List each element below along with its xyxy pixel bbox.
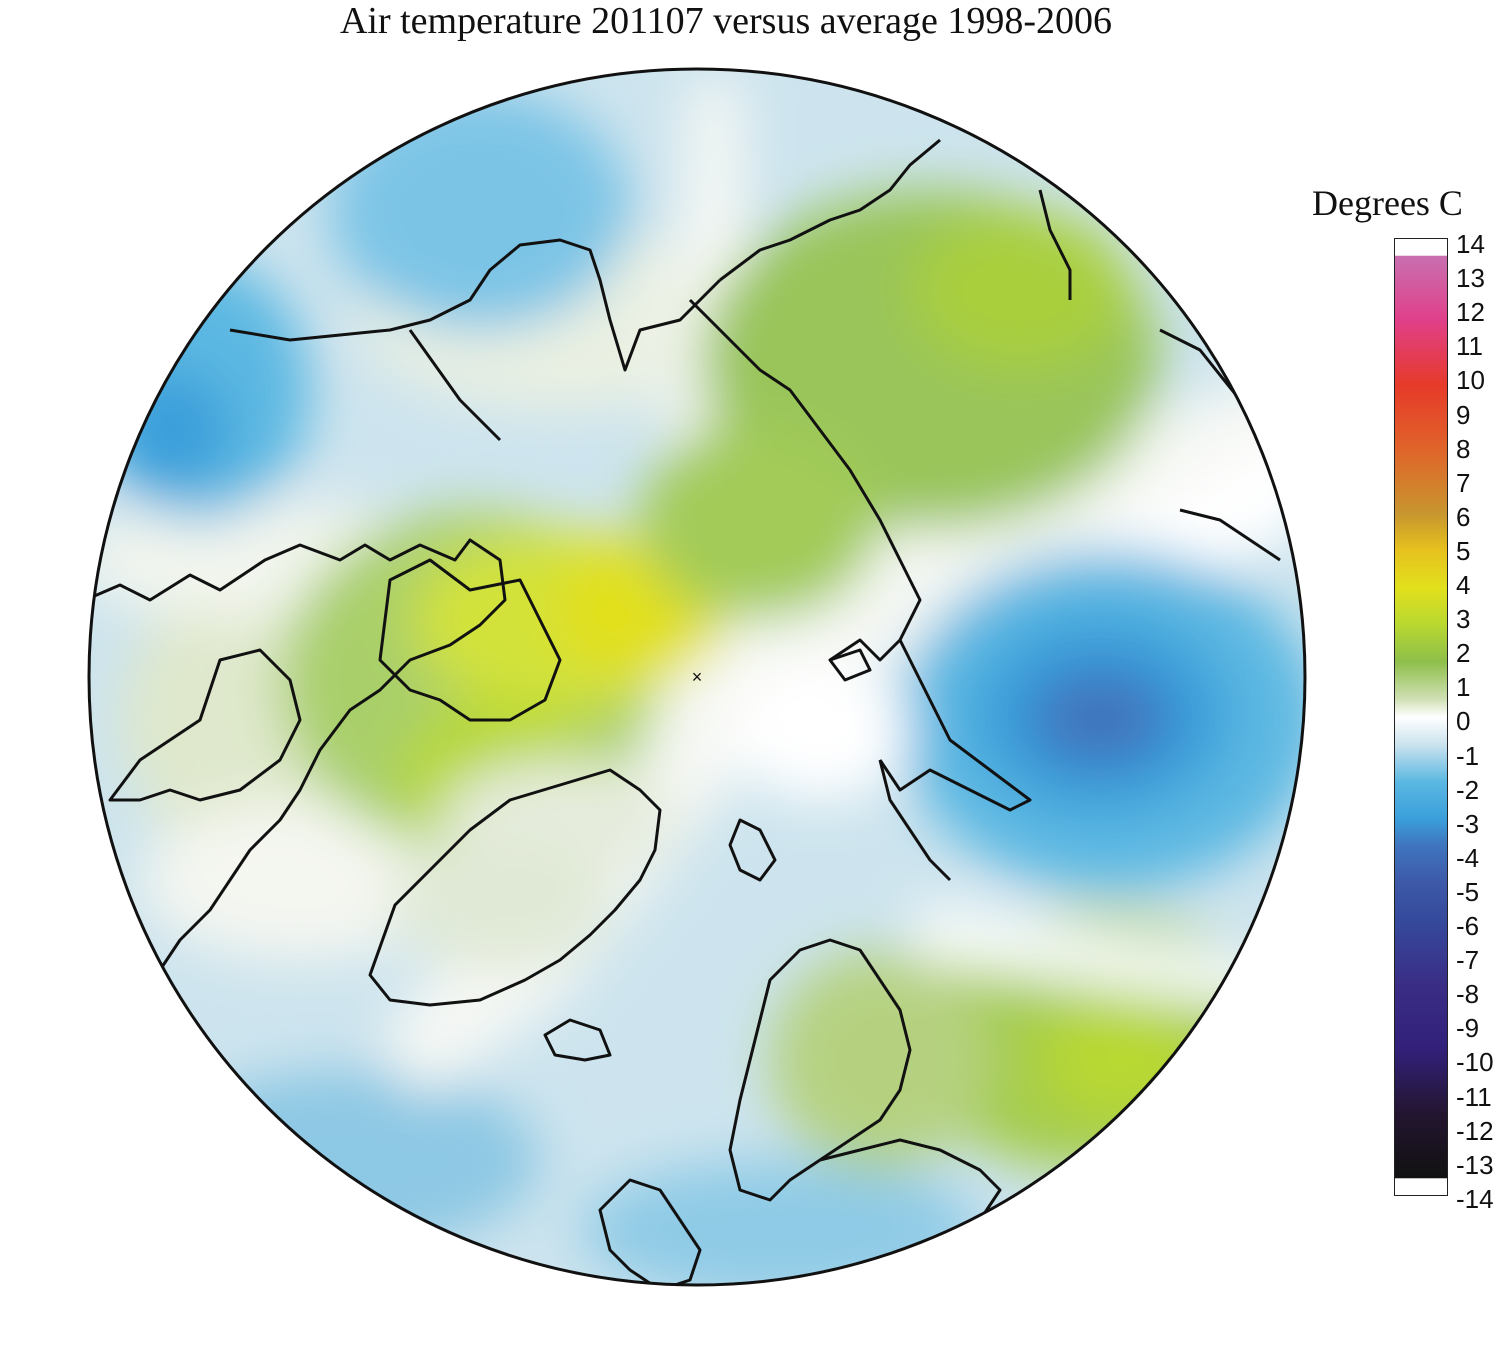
legend-tick-label: -3 bbox=[1456, 808, 1480, 839]
legend-tick-label: -14 bbox=[1456, 1183, 1494, 1214]
legend-tick-label: -4 bbox=[1456, 842, 1480, 873]
coastline-scandinavia bbox=[728, 938, 912, 1202]
coastline-greenland bbox=[368, 768, 662, 1007]
north-pole-marker: × bbox=[692, 667, 703, 687]
legend-tick-label: -2 bbox=[1456, 774, 1480, 805]
legend-tick-label: 11 bbox=[1456, 331, 1483, 362]
coastline-svalbard bbox=[728, 818, 777, 882]
coastline-novaya-zemlya bbox=[878, 759, 952, 882]
legend-colorbar bbox=[1394, 238, 1448, 1196]
coastline-kamchatka bbox=[1038, 189, 1072, 300]
legend-tick-label: 9 bbox=[1456, 399, 1471, 430]
coastline-britain bbox=[598, 1178, 702, 1285]
anomaly-field bbox=[89, 69, 1305, 1285]
legend-tick-label: 7 bbox=[1456, 467, 1471, 498]
coastline-chukotka bbox=[719, 138, 941, 282]
chart-title: Air temperature 201107 versus average 19… bbox=[339, 0, 1113, 42]
legend-tick-label: 1 bbox=[1456, 672, 1471, 703]
legend-tick-label: 12 bbox=[1456, 297, 1485, 328]
legend-tick-label: -9 bbox=[1456, 1013, 1480, 1044]
legend-tick-label: 5 bbox=[1456, 535, 1471, 566]
coastline-iceland bbox=[543, 1018, 612, 1062]
legend-tick-label: -13 bbox=[1456, 1149, 1494, 1180]
legend-tick-label: -5 bbox=[1456, 876, 1480, 907]
legend-tick-label: 0 bbox=[1456, 706, 1471, 737]
legend-tick-label: 2 bbox=[1456, 638, 1471, 669]
legend-tick-label: -6 bbox=[1456, 911, 1480, 941]
legend-tick-label: -8 bbox=[1456, 979, 1480, 1010]
legend-tick-label: 6 bbox=[1456, 501, 1471, 532]
coastline-canada bbox=[89, 538, 507, 1001]
coastline-okhotsk bbox=[1179, 508, 1281, 562]
legend-tick-label: 13 bbox=[1456, 263, 1485, 294]
coastline-hudson-bay bbox=[108, 648, 302, 802]
coastline-arctic-islands bbox=[378, 558, 562, 722]
legend-tick-label: -12 bbox=[1456, 1115, 1494, 1146]
legend-tick-label: 14 bbox=[1456, 229, 1485, 259]
border-alaska-canada bbox=[408, 329, 502, 442]
coastline-alaska bbox=[229, 238, 722, 372]
legend-tick-label: -1 bbox=[1456, 740, 1480, 771]
legend-tick-label: -7 bbox=[1456, 945, 1480, 976]
legend-tick-label: 10 bbox=[1456, 365, 1485, 396]
legend-title: Degrees C bbox=[1312, 183, 1463, 223]
legend-tick-label: -11 bbox=[1456, 1081, 1492, 1112]
legend-tick-label: 4 bbox=[1456, 570, 1471, 600]
anomaly-region-alaska-bering-cold bbox=[330, 90, 630, 330]
coastline-taymyr bbox=[878, 639, 1032, 812]
coastline-east-siberia bbox=[688, 298, 922, 662]
legend-tick-label: -10 bbox=[1456, 1047, 1494, 1078]
legend-tick-label: 3 bbox=[1456, 604, 1471, 635]
legend-tick-labels: 14 13 12 11 10 9 8 7 6 5 4 3 2 1 0 -1 -2 -3 -4 -5 -6 -7 -8 -9 -1… bbox=[1456, 230, 1500, 1230]
map-boundary-circle bbox=[87, 67, 1307, 1287]
coastline-severnaya-zemlya bbox=[828, 648, 872, 682]
anomaly-region-north-atlantic-cool bbox=[160, 1070, 540, 1250]
legend-tick-label: 8 bbox=[1456, 433, 1471, 464]
